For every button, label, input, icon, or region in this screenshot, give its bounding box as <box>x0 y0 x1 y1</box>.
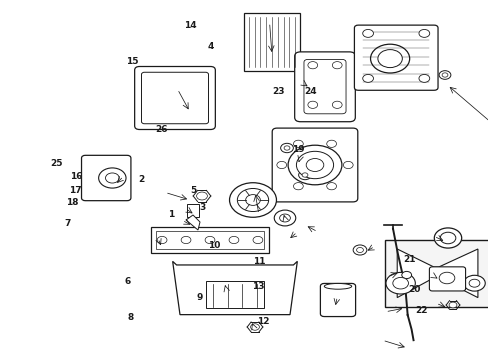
Circle shape <box>279 214 290 222</box>
Circle shape <box>298 170 311 180</box>
Circle shape <box>302 173 307 177</box>
Circle shape <box>433 228 461 248</box>
Circle shape <box>305 158 323 171</box>
FancyBboxPatch shape <box>428 267 465 291</box>
Circle shape <box>438 272 454 284</box>
Circle shape <box>362 30 373 37</box>
Circle shape <box>245 195 260 206</box>
Text: 25: 25 <box>50 159 62 168</box>
Polygon shape <box>396 249 477 298</box>
FancyBboxPatch shape <box>81 155 131 201</box>
Circle shape <box>418 30 429 37</box>
Polygon shape <box>185 215 200 230</box>
Text: 7: 7 <box>64 219 71 228</box>
Circle shape <box>356 247 363 252</box>
Circle shape <box>332 101 342 108</box>
Circle shape <box>385 273 414 294</box>
Circle shape <box>293 183 303 190</box>
Text: 6: 6 <box>125 277 131 286</box>
Bar <box>205 281 264 308</box>
FancyBboxPatch shape <box>354 25 437 90</box>
FancyBboxPatch shape <box>304 59 346 114</box>
Polygon shape <box>172 261 297 315</box>
Text: 23: 23 <box>272 87 285 96</box>
Circle shape <box>99 168 126 188</box>
Bar <box>187 203 199 217</box>
Circle shape <box>196 192 207 200</box>
Bar <box>244 13 300 71</box>
Circle shape <box>296 151 333 179</box>
Bar <box>384 240 488 307</box>
Text: 22: 22 <box>414 306 427 315</box>
FancyBboxPatch shape <box>320 283 355 316</box>
Text: 14: 14 <box>184 21 197 30</box>
Circle shape <box>293 140 303 147</box>
Text: 4: 4 <box>206 42 213 51</box>
Circle shape <box>463 275 484 291</box>
Text: 9: 9 <box>196 292 203 302</box>
Text: 12: 12 <box>256 317 269 325</box>
Circle shape <box>377 50 402 68</box>
Text: 2: 2 <box>139 175 144 184</box>
Circle shape <box>441 73 447 77</box>
Text: 17: 17 <box>69 186 82 195</box>
Circle shape <box>401 271 411 279</box>
Circle shape <box>307 62 317 69</box>
Circle shape <box>439 232 455 244</box>
Text: 21: 21 <box>403 256 415 264</box>
Circle shape <box>250 324 259 330</box>
Bar <box>156 231 263 249</box>
Circle shape <box>448 302 456 308</box>
Text: 10: 10 <box>207 241 220 250</box>
Circle shape <box>468 279 479 287</box>
Circle shape <box>157 237 166 244</box>
Circle shape <box>343 161 352 168</box>
Bar <box>151 228 268 253</box>
Text: 26: 26 <box>155 125 167 134</box>
FancyBboxPatch shape <box>141 72 208 124</box>
Text: 24: 24 <box>304 87 316 96</box>
Circle shape <box>352 245 366 255</box>
Circle shape <box>105 173 119 183</box>
FancyBboxPatch shape <box>134 67 215 130</box>
Circle shape <box>326 140 336 147</box>
Ellipse shape <box>324 283 351 289</box>
FancyBboxPatch shape <box>272 128 357 202</box>
Text: 11: 11 <box>252 256 265 265</box>
Circle shape <box>370 44 409 73</box>
Circle shape <box>276 161 286 168</box>
Circle shape <box>204 237 214 244</box>
Circle shape <box>307 101 317 108</box>
Circle shape <box>280 143 293 153</box>
Text: 8: 8 <box>128 313 134 322</box>
Circle shape <box>284 146 289 150</box>
Circle shape <box>392 278 407 289</box>
Circle shape <box>332 62 342 69</box>
Text: 5: 5 <box>190 186 196 195</box>
FancyBboxPatch shape <box>294 52 355 122</box>
Circle shape <box>228 237 238 244</box>
Circle shape <box>287 145 341 185</box>
Circle shape <box>229 183 276 217</box>
Text: 18: 18 <box>66 198 79 207</box>
Circle shape <box>274 210 295 226</box>
Circle shape <box>181 237 190 244</box>
Text: 1: 1 <box>168 210 174 219</box>
Text: 15: 15 <box>125 57 138 66</box>
Circle shape <box>362 75 373 82</box>
Circle shape <box>418 75 429 82</box>
Text: 16: 16 <box>69 172 82 181</box>
Circle shape <box>326 183 336 190</box>
Circle shape <box>237 189 268 212</box>
Circle shape <box>252 237 262 244</box>
Text: 3: 3 <box>200 202 205 211</box>
Circle shape <box>438 71 450 79</box>
Text: 13: 13 <box>251 282 264 291</box>
Text: 19: 19 <box>291 145 304 154</box>
Text: 20: 20 <box>407 285 420 294</box>
